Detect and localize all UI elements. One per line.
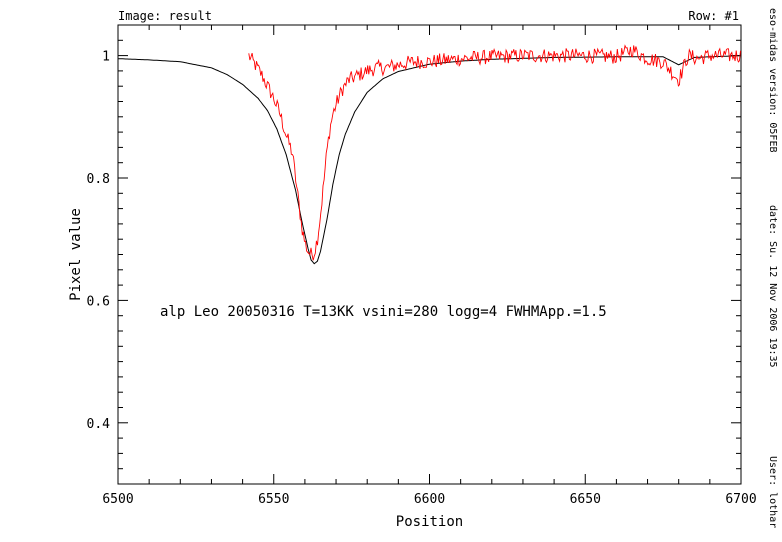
y-tick-label: 0.4 — [87, 417, 111, 432]
x-tick-label: 6650 — [570, 492, 601, 507]
y-tick-label: 1 — [102, 50, 110, 65]
chart-annotation: alp Leo 20050316 T=13KK vsini=280 logg=4… — [160, 304, 607, 320]
x-tick-label: 6550 — [258, 492, 289, 507]
x-axis-label: Position — [396, 514, 463, 530]
model-line — [118, 55, 742, 265]
user-text: User: lothar — [767, 456, 778, 528]
x-tick-label: 6700 — [725, 492, 756, 507]
y-tick-label: 0.6 — [87, 294, 110, 309]
midas-version-text: eso-midas version: 05FEB — [767, 8, 778, 153]
y-axis-label: Pixel value — [68, 208, 84, 301]
row-label: Row: #1 — [688, 9, 739, 23]
plot-text: 6500 6550 6600 6650 6700 0.4 0.6 0.8 1 Position Pi… — [68, 8, 778, 530]
x-tick-label: 6600 — [414, 492, 445, 507]
plot-axes — [117, 24, 742, 485]
plot-frame — [117, 24, 742, 485]
plot-series — [118, 44, 742, 265]
image-label: Image: result — [118, 9, 212, 23]
y-tick-label: 0.8 — [87, 172, 110, 187]
date-text: date: Su. 12 Nov 2006 19:35 — [767, 205, 778, 368]
observed-line — [248, 44, 741, 261]
x-tick-label: 6500 — [102, 492, 133, 507]
